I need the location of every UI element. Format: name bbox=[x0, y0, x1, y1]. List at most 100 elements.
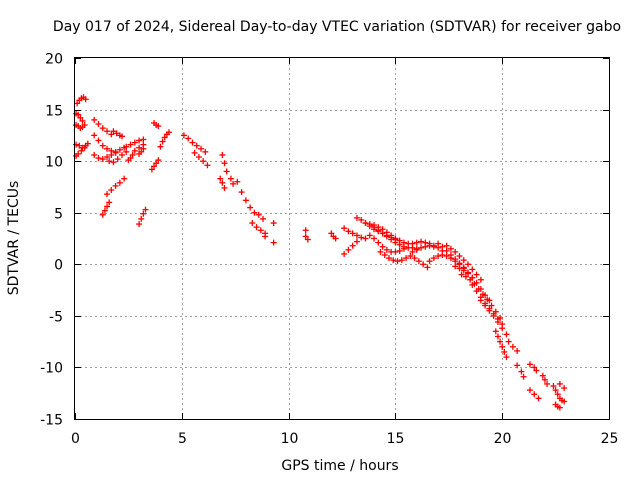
data-point bbox=[430, 242, 437, 249]
data-point bbox=[473, 271, 480, 278]
data-point bbox=[482, 302, 489, 309]
data-point bbox=[193, 142, 200, 149]
data-point bbox=[462, 273, 469, 280]
data-point bbox=[375, 239, 382, 246]
data-point bbox=[358, 216, 365, 223]
series-arc-t bbox=[157, 129, 172, 150]
series-arc-v bbox=[191, 149, 211, 169]
data-point bbox=[477, 276, 484, 283]
series-arc-ab bbox=[255, 211, 266, 222]
data-point bbox=[465, 270, 472, 277]
data-point bbox=[381, 252, 388, 259]
data-point bbox=[112, 148, 119, 155]
data-point bbox=[398, 257, 405, 264]
data-point bbox=[204, 162, 211, 169]
y-tick-label: -15 bbox=[40, 413, 63, 429]
series-arc-bb bbox=[550, 382, 568, 405]
data-point bbox=[503, 331, 510, 338]
data-point bbox=[106, 158, 113, 165]
data-point bbox=[424, 264, 431, 271]
data-point bbox=[151, 163, 158, 170]
data-point bbox=[366, 232, 373, 239]
data-point bbox=[104, 128, 111, 135]
data-point bbox=[403, 255, 410, 262]
data-point bbox=[377, 248, 384, 255]
y-tick-label: -10 bbox=[40, 361, 63, 377]
data-point bbox=[73, 141, 80, 148]
x-tick-label: 20 bbox=[494, 431, 512, 447]
data-point bbox=[257, 227, 264, 234]
data-point bbox=[259, 215, 266, 222]
chart-title: Day 017 of 2024, Sidereal Day-to-day VTE… bbox=[53, 19, 621, 35]
data-point bbox=[383, 233, 390, 240]
series-arc-h bbox=[91, 132, 119, 156]
data-point bbox=[82, 96, 89, 103]
data-point bbox=[499, 325, 506, 332]
data-point bbox=[501, 348, 508, 355]
y-tick-label: 20 bbox=[45, 52, 63, 68]
data-point bbox=[129, 151, 136, 158]
series-arc-af bbox=[328, 230, 339, 242]
series-arc-a bbox=[74, 94, 89, 107]
series-arc-ad bbox=[270, 220, 277, 246]
data-point bbox=[95, 155, 102, 162]
data-point bbox=[418, 238, 425, 245]
data-point bbox=[234, 178, 241, 185]
data-point bbox=[385, 255, 392, 262]
data-point bbox=[379, 243, 386, 250]
data-point bbox=[157, 143, 164, 150]
data-point bbox=[110, 128, 117, 135]
data-point bbox=[253, 224, 260, 231]
data-point bbox=[492, 328, 499, 335]
data-point bbox=[165, 129, 172, 136]
data-point bbox=[503, 354, 510, 361]
data-point bbox=[469, 266, 476, 273]
data-point bbox=[426, 258, 433, 265]
data-point bbox=[81, 144, 88, 151]
data-point bbox=[189, 139, 196, 146]
series-arc-bc bbox=[552, 401, 563, 411]
data-point bbox=[118, 151, 125, 158]
data-point bbox=[104, 203, 111, 210]
data-point bbox=[531, 364, 538, 371]
data-point bbox=[469, 281, 476, 288]
plot-frame bbox=[74, 57, 610, 420]
data-point bbox=[140, 210, 147, 217]
data-point bbox=[142, 206, 149, 213]
data-point bbox=[302, 233, 309, 240]
data-point bbox=[255, 211, 262, 218]
data-point bbox=[413, 246, 420, 253]
data-point bbox=[452, 248, 459, 255]
data-point bbox=[112, 182, 119, 189]
data-point bbox=[467, 276, 474, 283]
series-arc-as bbox=[458, 271, 504, 321]
data-point bbox=[219, 179, 226, 186]
data-point bbox=[251, 209, 258, 216]
series-arc-w bbox=[219, 151, 230, 175]
data-point bbox=[140, 136, 147, 143]
series-arc-ah bbox=[341, 238, 360, 257]
data-point bbox=[447, 252, 454, 259]
data-point bbox=[91, 116, 98, 123]
data-point bbox=[101, 207, 108, 214]
data-point bbox=[349, 242, 356, 249]
series-arc-aq bbox=[443, 242, 484, 283]
data-point bbox=[99, 125, 106, 132]
series-arc-p bbox=[99, 199, 113, 218]
y-tick-labels: -15 -10 -5 0 5 10 15 20 bbox=[40, 52, 63, 429]
y-tick-label: 0 bbox=[54, 258, 63, 274]
data-point bbox=[81, 122, 88, 129]
data-point bbox=[379, 230, 386, 237]
data-point bbox=[392, 239, 399, 246]
data-point bbox=[490, 312, 497, 319]
x-tick-labels: 0 5 10 15 20 25 bbox=[71, 431, 618, 447]
data-point bbox=[84, 140, 91, 147]
series-arc-n bbox=[125, 151, 136, 164]
data-point bbox=[114, 156, 121, 163]
data-point bbox=[533, 367, 540, 374]
data-point bbox=[127, 155, 134, 162]
data-point bbox=[74, 100, 81, 107]
series-arc-s bbox=[148, 157, 162, 173]
data-point bbox=[353, 214, 360, 221]
